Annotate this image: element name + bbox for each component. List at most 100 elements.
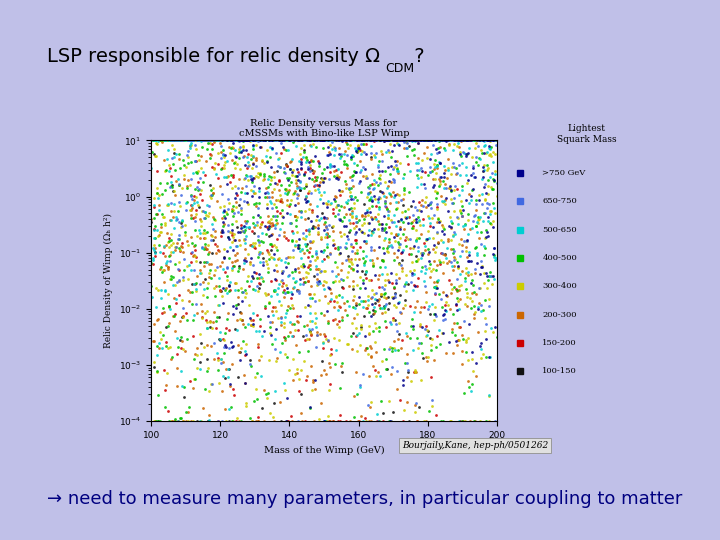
Point [163, 136, 175, 145]
Point [159, 252, 171, 261]
Point [154, 136, 166, 145]
Point [213, 136, 225, 145]
Point [352, 144, 364, 152]
Point [324, 136, 336, 145]
Point [215, 336, 226, 345]
Point [428, 240, 439, 249]
Point [393, 259, 405, 267]
Point [240, 349, 252, 358]
Point [256, 332, 268, 340]
Point [360, 165, 372, 174]
Point [234, 136, 246, 145]
Point [231, 315, 243, 324]
Point [312, 181, 323, 190]
Point [237, 265, 248, 273]
Point [171, 136, 183, 145]
Point [212, 246, 224, 254]
Point [275, 321, 287, 329]
Point [479, 180, 490, 188]
Point [262, 389, 274, 397]
Point [462, 289, 473, 298]
Point [281, 173, 292, 182]
Point [253, 284, 265, 293]
Point [215, 165, 227, 174]
Point [373, 173, 384, 182]
Point [295, 254, 307, 262]
Point [430, 136, 441, 145]
Point [192, 197, 203, 206]
Point [207, 136, 218, 145]
Point [353, 136, 364, 145]
Point [363, 308, 374, 316]
Point [418, 302, 430, 311]
Point [241, 197, 253, 206]
Point [382, 293, 394, 301]
Point [322, 151, 333, 159]
Point [438, 184, 449, 192]
Point [286, 136, 297, 145]
Point [338, 222, 350, 231]
Point [469, 222, 481, 231]
Point [409, 269, 420, 278]
Point [482, 164, 494, 173]
Point [446, 328, 458, 336]
Point [325, 199, 337, 207]
Point [406, 224, 418, 232]
Point [212, 241, 223, 250]
Point [445, 136, 456, 145]
Point [214, 136, 225, 145]
Point [260, 151, 271, 160]
Point [440, 136, 451, 145]
Point [192, 417, 203, 426]
Point [343, 192, 355, 200]
Point [187, 384, 199, 393]
Point [320, 136, 332, 145]
Point [256, 156, 268, 164]
Point [324, 363, 336, 372]
Point [182, 147, 194, 156]
Point [392, 299, 404, 308]
Point [356, 322, 367, 331]
Point [299, 195, 310, 204]
Point [323, 359, 335, 367]
Point [168, 145, 180, 154]
Point [307, 376, 319, 384]
Point [362, 295, 374, 304]
Point [207, 139, 218, 148]
Point [150, 244, 161, 253]
Point [346, 211, 358, 220]
Point [312, 220, 324, 229]
Point [294, 136, 305, 145]
Point [274, 225, 285, 233]
Point [246, 171, 257, 180]
Point [377, 136, 389, 145]
Point [337, 136, 348, 145]
Point [442, 136, 454, 145]
Point [373, 417, 384, 426]
Point [390, 136, 402, 145]
Point [237, 136, 248, 145]
Point [283, 332, 294, 340]
Point [364, 219, 375, 228]
Point [235, 210, 247, 218]
Point [415, 229, 427, 238]
Point [346, 345, 358, 354]
Point [413, 273, 424, 282]
Point [380, 136, 392, 145]
Point [168, 186, 180, 195]
Point [413, 254, 424, 263]
Point [289, 211, 300, 220]
Point [370, 323, 382, 332]
Point [473, 136, 485, 145]
Point [304, 229, 315, 238]
Point [347, 295, 359, 304]
Point [268, 185, 279, 193]
Point [209, 339, 220, 348]
Point [228, 136, 240, 145]
Point [484, 141, 495, 150]
Point [368, 184, 379, 193]
Point [199, 285, 210, 294]
Point [434, 217, 446, 225]
Point [365, 153, 377, 161]
Point [172, 174, 184, 183]
